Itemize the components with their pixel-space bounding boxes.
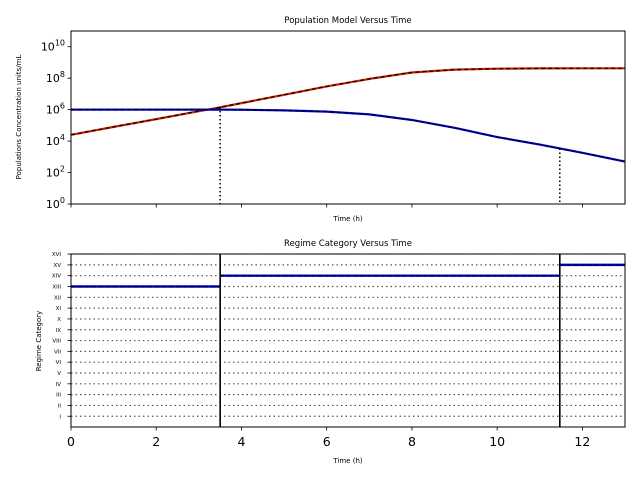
chart1-xlabel: Time (h) [332,215,363,223]
chart1-plot-area [70,67,626,204]
chart2-y-tick-label-13: XIV [52,274,61,280]
chart1-y-tick-label-4: 108 [46,70,65,85]
chart2-y-tick-label-7: VIII [52,339,61,345]
regime-chart: Regime Category Versus Time Time (h) Reg… [35,239,626,465]
chart2-y-tick-label-9: X [57,317,61,323]
chart1-frame [70,30,626,205]
population-chart: Population Model Versus Time Time (h) Po… [15,16,626,223]
chart1-title: Population Model Versus Time [284,16,411,26]
chart1-y-tick-label-1: 102 [46,165,65,180]
chart1-series-0-dashed [70,67,625,136]
chart2-x-tick-label-2: 4 [237,434,245,449]
chart2-x-ticks: 0 2 4 6 8 10 12 [67,427,590,449]
chart2-frame [70,253,626,428]
chart2-y-tick-label-15: XVI [52,252,62,258]
chart1-series-1-dashed [71,109,626,163]
chart2-x-tick-label-6: 12 [574,434,590,449]
chart2-y-tick-label-5: VI [56,360,62,366]
chart2-title: Regime Category Versus Time [284,239,412,249]
chart2-x-tick-label-5: 10 [489,434,505,449]
chart1-x-ticks [70,204,583,208]
chart2-y-tick-label-3: IV [56,382,62,388]
chart1-y-tick-label-2: 104 [46,133,65,148]
chart2-x-tick-label-1: 2 [152,434,160,449]
chart1-ylabel: Populations Concentration units/mL [15,55,23,180]
chart1-y-tick-label-5: 1010 [41,39,65,54]
chart2-y-tick-label-10: XI [56,306,62,312]
chart2-y-tick-label-1: II [58,403,62,409]
chart2-y-tick-label-4: V [57,371,61,377]
chart2-y-tick-label-11: XII [54,295,61,301]
chart1-series-1-line [71,108,626,163]
chart2-xlabel: Time (h) [332,457,363,465]
chart1-y-tick-label-3: 106 [46,102,65,117]
chart2-x-tick-label-0: 0 [67,434,75,449]
chart2-y-tick-label-2: III [56,393,61,399]
chart2-ylabel: Regime Category [35,311,43,372]
chart2-y-tick-label-12: XIII [52,285,61,291]
chart2-y-tick-label-14: XV [53,263,61,269]
chart2-y-tick-label-0: I [59,414,61,420]
chart2-y-tick-label-8: IX [56,328,62,334]
chart2-x-tick-label-4: 8 [408,434,416,449]
chart1-series-0-line [70,67,625,136]
chart2-y-tick-label-6: VII [54,349,61,355]
chart1-y-tick-label-0: 100 [46,196,65,211]
chart2-plot-area [71,253,625,427]
chart1-y-ticks: 100 102 104 106 108 1010 [41,39,71,211]
chart2-x-tick-label-3: 6 [323,434,331,449]
